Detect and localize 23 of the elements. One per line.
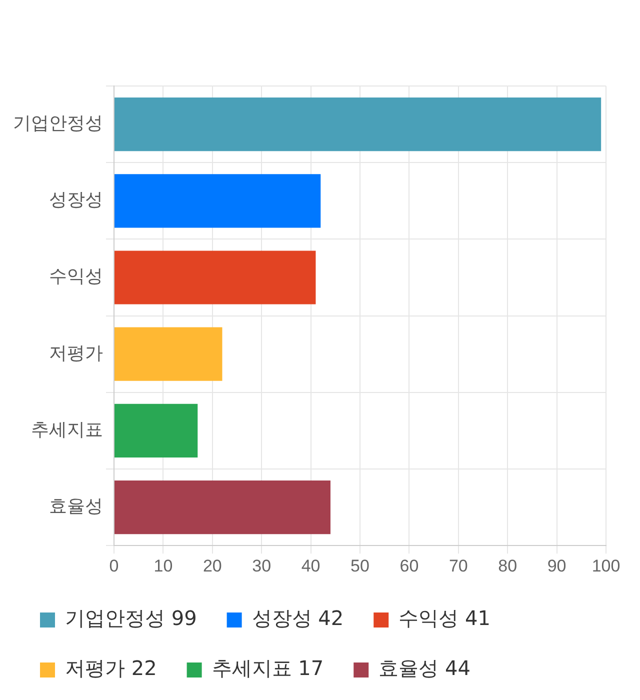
x-tick-label: 100 [592,556,620,576]
y-tick-label: 추세지표 [31,419,103,440]
x-tick-label: 10 [154,556,173,576]
y-tick-label: 수익성 [49,266,103,288]
x-tick-label: 0 [109,556,119,576]
x-tick-label: 50 [350,556,370,576]
x-tick-label: 60 [400,556,419,576]
legend-label: 성장성 42 [252,606,344,630]
y-tick-label: 저평가 [49,342,103,364]
x-tick-label: 70 [448,556,468,576]
x-tick-label: 80 [498,556,518,576]
legend-label: 저평가 22 [65,656,157,680]
y-tick-label: 성장성 [49,190,103,211]
legend-label: 기업안정성 99 [65,606,197,630]
y-tick-label: 기업안정성 [13,112,103,134]
x-tick-label: 30 [252,556,272,576]
x-tick-label: 20 [202,556,222,576]
legend-label: 효율성 44 [378,656,470,680]
legend-label: 추세지표 17 [212,656,324,680]
x-tick-label: 90 [547,556,566,576]
y-tick-label: 효율성 [49,496,103,517]
x-tick-label: 40 [301,556,320,576]
legend-label: 수익성 41 [398,606,490,630]
